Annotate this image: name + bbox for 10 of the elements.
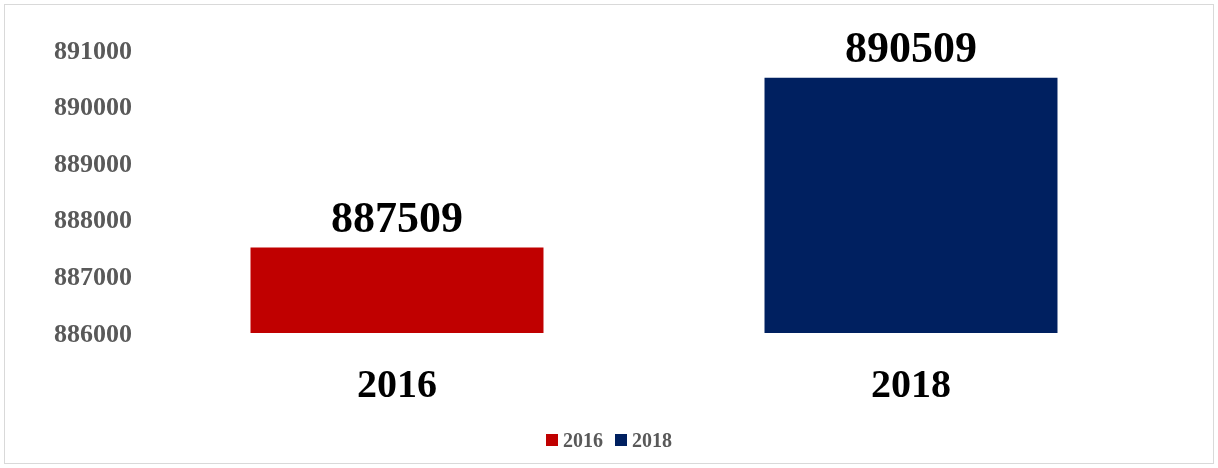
- y-tick-label: 887000: [54, 261, 132, 291]
- y-tick-label: 888000: [54, 205, 132, 235]
- y-tick-label: 891000: [54, 35, 132, 65]
- legend-label: 2016: [563, 429, 603, 451]
- data-label: 887509: [331, 193, 463, 243]
- y-tick-label: 890000: [54, 92, 132, 122]
- legend-label: 2018: [632, 429, 672, 451]
- y-tick-label: 886000: [54, 318, 132, 348]
- y-tick-label: 889000: [54, 148, 132, 178]
- data-label: 890509: [845, 23, 977, 73]
